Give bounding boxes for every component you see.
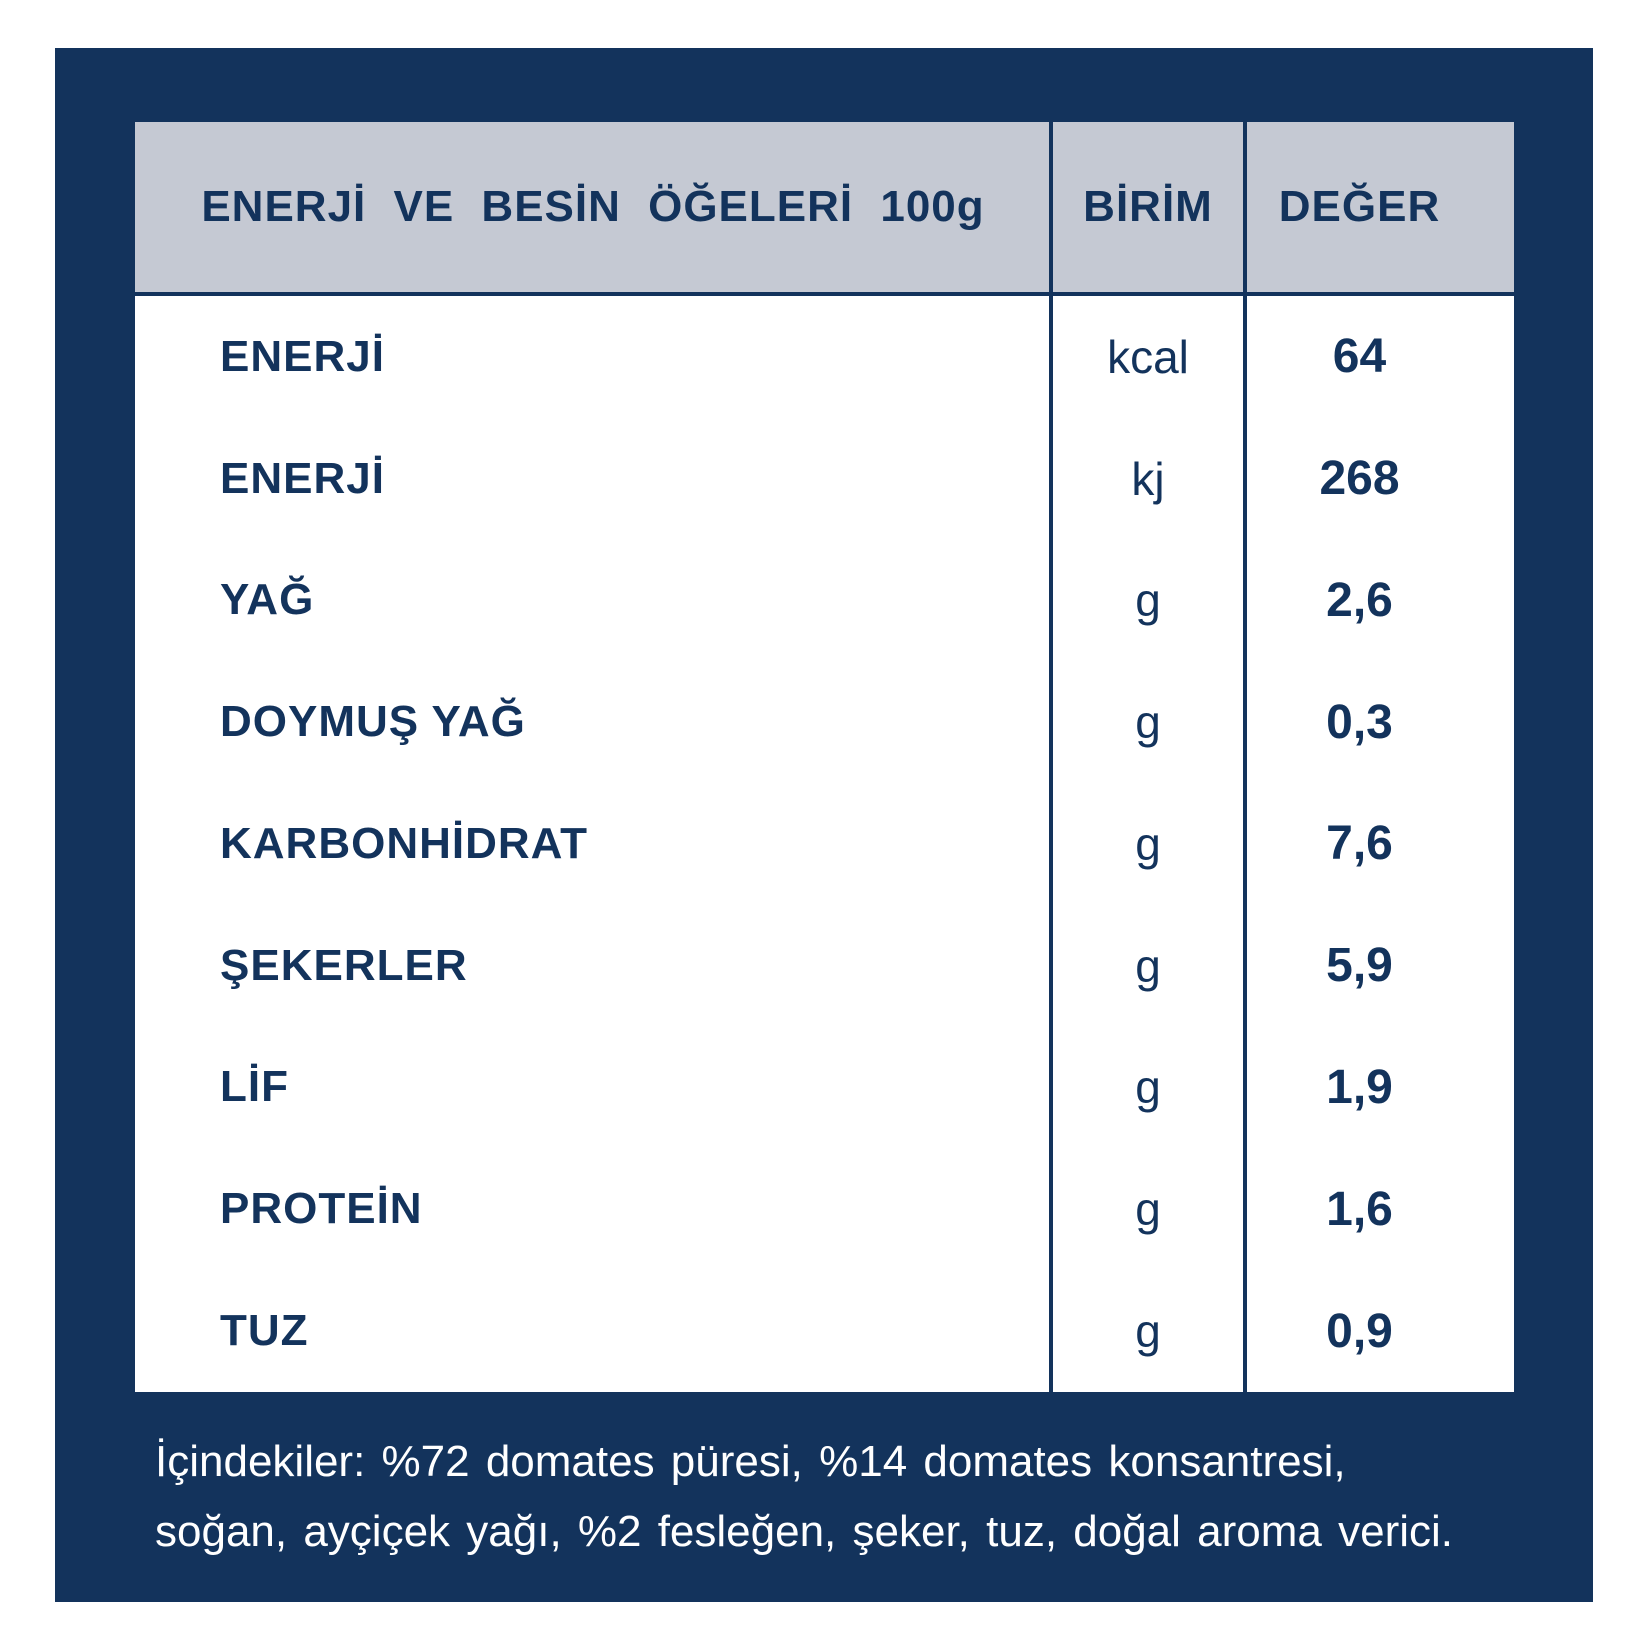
nutrient-unit: g <box>1135 696 1161 749</box>
nutrition-table: ENERJİ VE BESİN ÖĞELERİ 100g BİRİM DEĞER… <box>135 122 1514 1392</box>
table-row: KARBONHİDRAT g 7,6 <box>135 816 1514 871</box>
nutrient-unit: g <box>1135 1305 1161 1357</box>
table-row: YAĞ g 2,6 <box>135 573 1514 628</box>
nutrient-label: PROTEİN <box>220 1184 423 1234</box>
ingredients-text: İçindekiler: %72 domates püresi, %14 dom… <box>55 1392 1593 1602</box>
table-row: ENERJİ kcal 64 <box>135 329 1514 384</box>
nutrient-label: ENERJİ <box>220 453 385 503</box>
header-value: DEĞER <box>1278 182 1441 231</box>
nutrient-unit: kcal <box>1107 330 1189 383</box>
ingredients-line-2: soğan, ayçiçek yağı, %2 fesleğen, şeker,… <box>155 1507 1453 1556</box>
nutrient-value: 5,9 <box>1326 939 1393 993</box>
navy-frame: ENERJİ VE BESİN ÖĞELERİ 100g BİRİM DEĞER… <box>55 48 1593 1602</box>
table-header-row: ENERJİ VE BESİN ÖĞELERİ 100g BİRİM DEĞER <box>135 122 1514 296</box>
nutrient-unit: g <box>1135 574 1161 627</box>
ingredients-line-1: İçindekiler: %72 domates püresi, %14 dom… <box>155 1437 1346 1486</box>
nutrient-value: 7,6 <box>1326 817 1393 871</box>
table-row: ŞEKERLER g 5,9 <box>135 938 1514 993</box>
nutrient-label: ENERJİ <box>220 331 385 381</box>
table-row: ENERJİ kj 268 <box>135 451 1514 506</box>
column-divider-value <box>1243 122 1247 1392</box>
nutrient-value: 64 <box>1332 330 1387 384</box>
table-row: DOYMUŞ YAĞ g 0,3 <box>135 695 1514 750</box>
table-row: TUZ g 0,9 <box>135 1304 1514 1359</box>
nutrient-value: 0,3 <box>1326 695 1393 749</box>
nutrient-unit: g <box>1135 1061 1161 1114</box>
nutrient-unit: g <box>1135 817 1161 870</box>
table-row: LİF g 1,9 <box>135 1060 1514 1115</box>
nutrient-value: 1,6 <box>1326 1182 1393 1236</box>
table-body: ENERJİ kcal 64 ENERJİ kj 268 YAĞ g 2,6 D… <box>135 296 1514 1392</box>
header-unit: BİRİM <box>1083 182 1213 231</box>
nutrient-label: DOYMUŞ YAĞ <box>220 697 526 747</box>
nutrient-value: 1,9 <box>1326 1060 1393 1114</box>
column-divider-unit <box>1049 122 1053 1392</box>
nutrient-label: YAĞ <box>220 575 315 625</box>
nutrient-unit: g <box>1135 939 1161 992</box>
nutrient-value: 0,9 <box>1326 1304 1393 1358</box>
nutrient-value: 2,6 <box>1326 573 1393 627</box>
table-row: PROTEİN g 1,6 <box>135 1182 1514 1237</box>
nutrient-unit: g <box>1135 1183 1161 1236</box>
nutrient-unit: kj <box>1131 452 1165 505</box>
nutrient-label: TUZ <box>220 1306 309 1355</box>
nutrient-label: ŞEKERLER <box>220 940 468 990</box>
nutrient-label: KARBONHİDRAT <box>220 818 589 868</box>
nutrient-label: LİF <box>220 1062 289 1112</box>
nutrient-value: 268 <box>1319 452 1400 506</box>
header-nutrients: ENERJİ VE BESİN ÖĞELERİ 100g <box>201 182 985 231</box>
